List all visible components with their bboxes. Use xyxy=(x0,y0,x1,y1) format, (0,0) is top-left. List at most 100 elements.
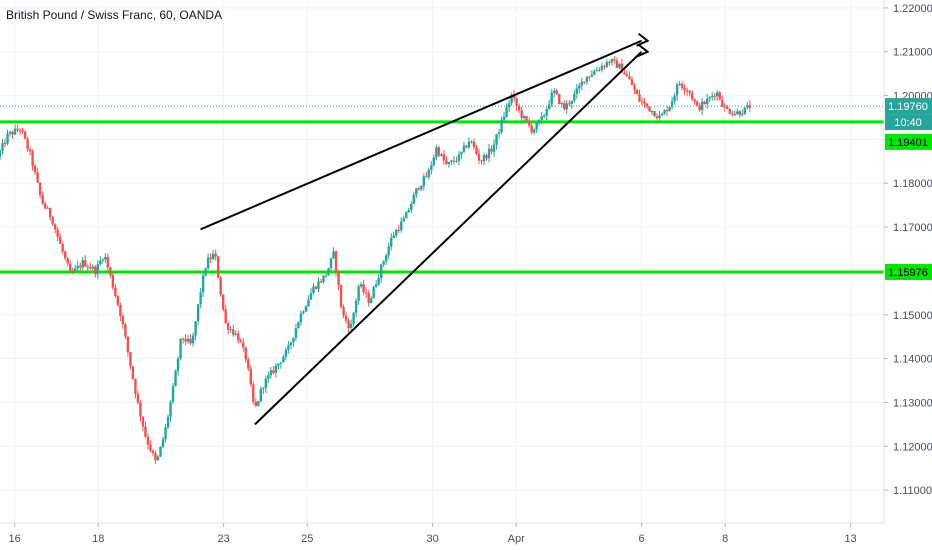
candle-body xyxy=(746,105,749,108)
candle-body xyxy=(578,85,581,89)
candle-body xyxy=(603,66,606,68)
candle-body xyxy=(527,120,531,126)
candle-body xyxy=(410,203,413,210)
candle-body xyxy=(46,207,49,209)
time-tick-label: Apr xyxy=(508,533,525,545)
candle-body xyxy=(570,100,573,104)
candle-body xyxy=(1,142,4,151)
price-tick-label: 1.18000 xyxy=(893,178,932,190)
time-tick-label: 8 xyxy=(722,533,728,545)
candle-body xyxy=(169,401,172,417)
candle-body xyxy=(369,298,373,303)
trend-lines xyxy=(200,32,650,426)
candle-body xyxy=(334,251,338,272)
candle-body xyxy=(615,60,619,68)
candle-body xyxy=(307,299,310,307)
candle-body xyxy=(201,275,205,293)
candle-body xyxy=(144,426,147,437)
candle-body xyxy=(440,154,443,156)
candle-body xyxy=(264,378,268,388)
candle-body xyxy=(28,149,32,152)
candle-body xyxy=(462,145,466,152)
candle-body xyxy=(76,265,79,269)
price-tick-label: 1.21000 xyxy=(893,47,932,59)
candle-body xyxy=(176,358,180,371)
candle-body xyxy=(535,122,538,130)
candle-body xyxy=(728,108,731,114)
candle-body xyxy=(136,394,140,403)
candle-body xyxy=(322,275,325,283)
candle-body xyxy=(635,89,639,94)
candle-body xyxy=(181,338,185,340)
candle-body xyxy=(362,284,365,293)
candle-body xyxy=(517,105,521,111)
candle-body xyxy=(510,94,513,104)
candle-body xyxy=(522,116,526,118)
candle-body xyxy=(470,141,473,143)
candle-body xyxy=(703,101,706,104)
time-tick-label: 13 xyxy=(844,533,856,545)
candle-body xyxy=(487,148,491,159)
candle-body xyxy=(643,101,646,104)
candle-body xyxy=(33,165,37,173)
candle-body xyxy=(84,260,87,267)
candle-body xyxy=(154,453,157,461)
candle-body xyxy=(442,154,446,161)
price-axis-background[interactable] xyxy=(884,0,932,523)
candle-body xyxy=(402,218,405,222)
candle-body xyxy=(480,160,483,162)
candle-body xyxy=(51,217,54,225)
candle-body xyxy=(430,165,433,170)
arrow-head xyxy=(636,32,650,47)
candle-body xyxy=(623,72,626,75)
candle-body xyxy=(555,90,558,95)
candle-body xyxy=(708,97,711,99)
time-axis-background[interactable] xyxy=(0,523,884,550)
chart-title: British Pound / Swiss Franc, 60, OANDA xyxy=(6,8,223,22)
candle-body xyxy=(86,266,89,268)
candle-body xyxy=(269,370,273,376)
trend-line[interactable] xyxy=(254,51,643,426)
candle-body xyxy=(683,87,686,91)
candle-body xyxy=(680,83,684,88)
candle-body xyxy=(227,323,230,330)
candle-body xyxy=(377,278,380,285)
candle-body xyxy=(221,294,225,310)
candle-body xyxy=(242,342,245,348)
candle-body xyxy=(359,284,363,287)
candle-body xyxy=(598,69,601,71)
candle-body xyxy=(0,150,2,157)
candle-body xyxy=(53,224,57,230)
trend-line[interactable] xyxy=(200,39,642,231)
candle-body xyxy=(312,286,315,293)
candle-body xyxy=(337,271,340,286)
candle-body xyxy=(455,160,458,162)
support-lines xyxy=(0,105,884,274)
candle-body xyxy=(6,133,9,144)
candle-body xyxy=(655,116,659,118)
candle-body xyxy=(660,113,664,116)
candle-body xyxy=(262,387,265,390)
candle-body xyxy=(284,349,288,357)
candle-body xyxy=(665,110,669,112)
candle-body xyxy=(36,172,39,183)
candle-body xyxy=(417,188,421,190)
candle-body xyxy=(224,309,227,324)
time-tick-label: 18 xyxy=(92,533,104,545)
candle-body xyxy=(415,188,418,195)
candle-body xyxy=(111,275,115,288)
candle-body xyxy=(329,258,333,269)
candle-body xyxy=(314,286,318,289)
candle-body xyxy=(502,116,506,120)
candle-body xyxy=(211,253,215,260)
candle-body xyxy=(465,145,468,148)
candle-body xyxy=(81,260,84,268)
price-tick-label: 1.22000 xyxy=(893,3,932,15)
candle-body xyxy=(134,379,137,395)
candle-body xyxy=(563,103,566,110)
candle-body xyxy=(367,293,370,303)
candle-body xyxy=(89,267,92,269)
candle-body xyxy=(119,304,122,316)
candle-body xyxy=(620,63,624,73)
